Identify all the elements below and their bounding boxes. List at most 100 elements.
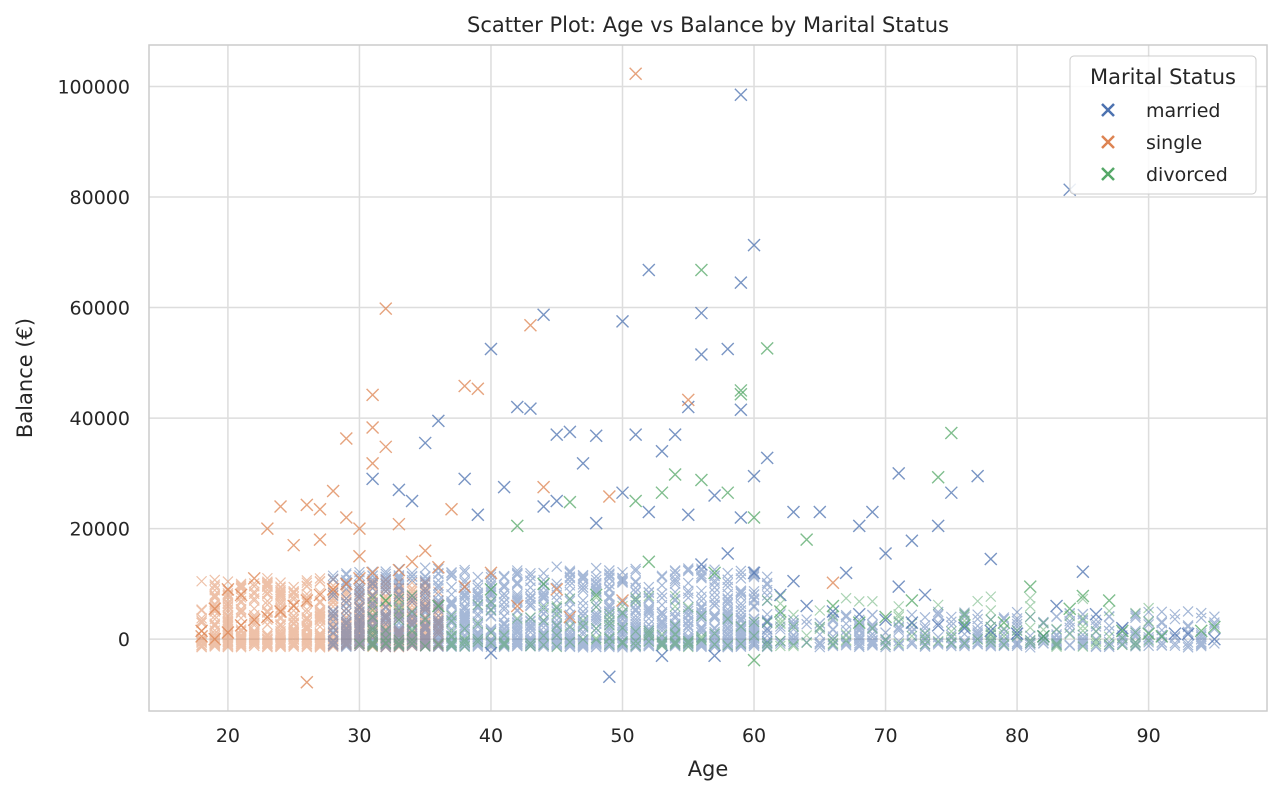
data-point <box>537 308 551 322</box>
data-point <box>326 484 340 498</box>
data-point <box>589 429 603 443</box>
data-point <box>721 546 735 560</box>
data-point <box>458 472 472 486</box>
data-point <box>760 341 774 355</box>
data-point <box>734 403 748 417</box>
data-point <box>931 618 945 632</box>
x-tick-label: 20 <box>216 725 240 747</box>
data-point <box>826 605 840 619</box>
data-point <box>826 576 840 590</box>
data-point <box>747 511 761 525</box>
data-point <box>681 508 695 522</box>
data-point <box>813 505 827 519</box>
data-point <box>563 425 577 439</box>
data-point <box>366 420 380 434</box>
data-point <box>379 440 393 454</box>
data-point <box>1036 629 1050 643</box>
y-tick-label: 80000 <box>70 187 130 209</box>
data-point <box>786 505 800 519</box>
data-point <box>668 467 682 481</box>
data-point <box>1089 607 1103 621</box>
data-point <box>800 533 814 547</box>
data-point <box>708 488 722 502</box>
data-point <box>694 558 708 572</box>
data-point <box>721 486 735 500</box>
y-tick-label: 0 <box>118 629 130 651</box>
data-point <box>208 602 222 616</box>
data-point <box>484 342 498 356</box>
data-point <box>1207 620 1221 634</box>
y-tick-label: 100000 <box>57 76 130 98</box>
data-point <box>708 566 722 580</box>
data-point <box>865 505 879 519</box>
data-point <box>734 276 748 290</box>
data-point <box>221 626 235 640</box>
data-point <box>931 470 945 484</box>
data-point <box>339 511 353 525</box>
data-point <box>668 428 682 442</box>
data-point <box>392 517 406 531</box>
data-point <box>747 653 761 667</box>
data-point <box>458 379 472 393</box>
data-point <box>510 400 524 414</box>
data-point <box>287 599 301 613</box>
y-tick-label: 20000 <box>70 519 130 541</box>
data-point <box>234 588 248 602</box>
data-point <box>352 549 366 563</box>
data-point <box>879 610 893 624</box>
data-point <box>892 466 906 480</box>
data-point <box>629 494 643 508</box>
data-point <box>366 388 380 402</box>
data-point <box>694 306 708 320</box>
data-point <box>616 314 630 328</box>
x-tick-label: 30 <box>347 725 371 747</box>
data-point <box>537 500 551 513</box>
data-point <box>734 387 748 401</box>
data-point <box>997 616 1011 630</box>
data-point <box>484 646 498 660</box>
data-point <box>971 469 985 483</box>
data-point <box>773 605 787 619</box>
series-single <box>195 67 840 689</box>
dense-point-cloud <box>327 561 773 653</box>
data-point <box>366 472 380 486</box>
data-point <box>1207 632 1221 646</box>
data-point <box>458 580 472 594</box>
data-point <box>721 342 735 356</box>
data-point <box>234 618 248 632</box>
x-tick-label: 50 <box>610 725 634 747</box>
data-point <box>576 456 590 470</box>
legend-label-married: married <box>1146 100 1220 122</box>
data-point <box>629 428 643 442</box>
data-point <box>537 577 551 591</box>
data-point <box>602 670 616 684</box>
x-tick-label: 70 <box>873 725 897 747</box>
data-point <box>642 505 656 519</box>
data-point <box>773 588 787 602</box>
data-point <box>642 263 656 277</box>
data-point <box>734 88 748 102</box>
plot-frame <box>148 44 1268 712</box>
data-point <box>313 502 327 516</box>
data-point <box>431 560 445 574</box>
data-point <box>747 566 761 580</box>
y-axis-title: Balance (€) <box>13 318 37 438</box>
legend-box <box>1069 55 1257 195</box>
data-point <box>300 675 314 689</box>
data-point <box>1076 589 1090 603</box>
data-point <box>944 426 958 440</box>
data-point <box>655 444 669 458</box>
data-point <box>760 451 774 465</box>
data-point <box>1115 621 1129 635</box>
data-point <box>471 508 485 522</box>
data-point <box>366 456 380 470</box>
data-point <box>1194 624 1208 638</box>
data-point <box>1050 599 1064 613</box>
data-point <box>616 486 630 500</box>
data-point <box>879 613 893 627</box>
data-point <box>747 469 761 483</box>
dense-point-cloud <box>761 606 1220 653</box>
data-point <box>892 580 906 594</box>
data-point <box>786 574 800 588</box>
